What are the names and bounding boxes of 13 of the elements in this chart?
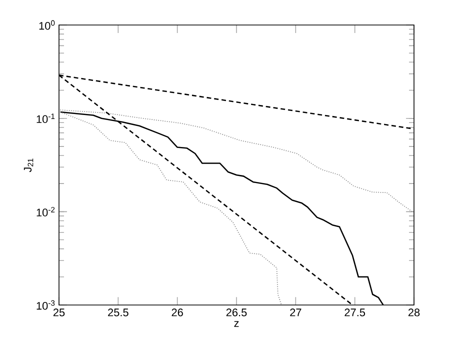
x-tick-label: 26 xyxy=(172,308,183,316)
x-tick-label: 28 xyxy=(408,308,420,316)
y-tick-label: 10$^{-2}$ xyxy=(36,206,55,216)
x-tick-label: 25 xyxy=(53,308,65,316)
x-axis-title: z xyxy=(234,321,239,327)
y-tick-label: 10$^{-3}$ xyxy=(36,300,55,310)
x-tick-label: 26.5 xyxy=(226,308,247,316)
x-tick-label: 27 xyxy=(290,308,302,316)
y-axis-title: J$_{21}$ xyxy=(24,158,34,172)
y-tick-label: 10$^{-1}$ xyxy=(36,114,55,124)
x-tick-label: 27.5 xyxy=(344,308,366,316)
y-tick-label: 10$^{0}$ xyxy=(39,20,55,30)
x-tick-label: 25.5 xyxy=(108,308,128,316)
